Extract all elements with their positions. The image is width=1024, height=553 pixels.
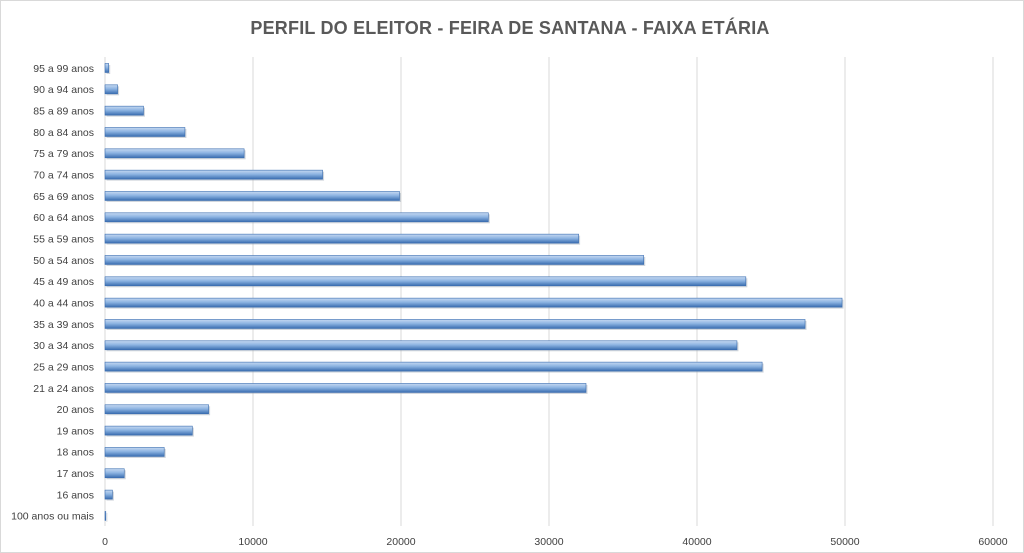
bar	[104, 489, 113, 500]
category-label: 35 a 39 anos	[33, 319, 94, 331]
bar	[104, 361, 763, 372]
category-label: 100 anos ou mais	[11, 511, 94, 523]
category-label: 30 a 34 anos	[33, 340, 94, 352]
category-label: 20 anos	[57, 404, 94, 416]
category-label: 60 a 64 anos	[33, 212, 94, 224]
x-tick-label: 60000	[978, 536, 1007, 548]
category-label: 95 a 99 anos	[33, 63, 94, 75]
gridlines	[104, 57, 994, 526]
bar	[104, 340, 738, 351]
category-label: 50 a 54 anos	[33, 255, 94, 267]
x-tick-label: 10000	[238, 536, 267, 548]
bar	[104, 297, 843, 308]
bar	[104, 169, 323, 180]
bar	[104, 63, 110, 73]
bar	[104, 425, 193, 436]
category-label: 85 a 89 anos	[33, 105, 94, 117]
bar	[104, 383, 587, 393]
x-tick-label: 40000	[682, 536, 711, 548]
bar	[104, 276, 747, 287]
category-label: 19 anos	[57, 425, 94, 437]
bar-shadow	[106, 512, 108, 522]
x-axis-ticks: 0 10000 20000 30000 40000 50000 60000	[102, 536, 1008, 548]
category-label: 80 a 84 anos	[33, 127, 94, 139]
category-label: 45 a 49 anos	[33, 276, 94, 288]
bar	[104, 105, 144, 116]
category-label: 17 anos	[57, 468, 94, 480]
bar	[104, 468, 125, 479]
bar	[104, 404, 209, 415]
category-label: 18 anos	[57, 447, 94, 459]
bar	[104, 233, 579, 244]
category-label: 75 a 79 anos	[33, 148, 94, 160]
category-label: 21 a 24 anos	[33, 383, 94, 395]
category-label: 70 a 74 anos	[33, 169, 94, 181]
category-label: 25 a 29 anos	[33, 361, 94, 373]
bar	[104, 127, 186, 137]
x-tick-label: 0	[102, 536, 108, 548]
x-tick-label: 20000	[386, 536, 415, 548]
x-tick-label: 30000	[534, 536, 563, 548]
bar	[104, 511, 107, 521]
category-label: 16 anos	[57, 489, 94, 501]
category-label: 90 a 94 anos	[33, 84, 94, 96]
x-tick-label: 50000	[830, 536, 859, 548]
category-labels: 95 a 99 anos 90 a 94 anos 85 a 89 anos 80 a…	[11, 63, 94, 523]
category-label: 40 a 44 anos	[33, 297, 94, 309]
bar	[104, 212, 489, 223]
bar	[104, 319, 806, 329]
bars	[104, 63, 844, 522]
bar	[104, 191, 400, 201]
category-label: 55 a 59 anos	[33, 233, 94, 245]
bar	[104, 148, 245, 159]
bar	[104, 447, 165, 457]
category-label: 65 a 69 anos	[33, 191, 94, 203]
chart-title: PERFIL DO ELEITOR - FEIRA DE SANTANA - F…	[250, 18, 770, 38]
bar	[104, 255, 645, 265]
bar	[104, 84, 118, 95]
